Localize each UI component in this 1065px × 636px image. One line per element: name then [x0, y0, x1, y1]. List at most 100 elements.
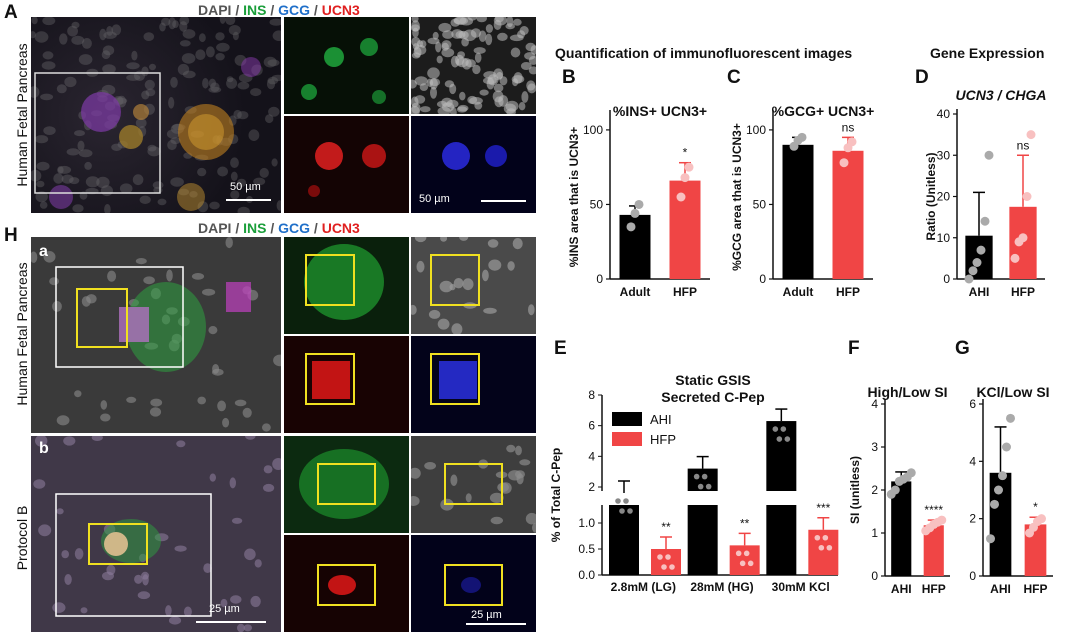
- scale-label-a1: 50 µm: [230, 181, 261, 193]
- x-tick-label: HFP: [922, 582, 946, 596]
- data-point: [797, 132, 807, 142]
- significance-label: ***: [816, 501, 830, 515]
- data-point: [890, 485, 900, 495]
- data-point: [1022, 192, 1032, 201]
- y-tick-label: 10: [937, 231, 951, 245]
- chart-title: UCN3 / CHGA: [955, 87, 1046, 103]
- chart-f: High/Low SI SI (unitless) 0 1 2 3 4 AHI HFP ****: [848, 384, 950, 596]
- micrograph-hb-ucn3: [284, 535, 409, 632]
- y-axis-label: SI (unitless): [848, 456, 862, 524]
- x-tick-label: 2.8mM (LG): [611, 580, 676, 594]
- x-tick-label: AHI: [891, 582, 912, 596]
- stain-header-a: DAPI / INS / GCG / UCN3: [198, 2, 360, 18]
- y-tick-label: 20: [937, 190, 951, 204]
- data-point: [705, 483, 712, 490]
- y-tick-label: 4: [588, 449, 595, 463]
- data-point: [743, 550, 750, 557]
- micrograph-ha-merge: a: [31, 237, 281, 433]
- x-tick-label: 30mM KCl: [772, 580, 830, 594]
- data-point: [772, 426, 779, 432]
- data-point: [630, 208, 640, 218]
- data-point: [839, 158, 849, 168]
- x-tick-label: Adult: [783, 285, 814, 299]
- data-point: [680, 173, 690, 183]
- y-tick-label: 2: [969, 512, 976, 526]
- y-tick-label: 100: [746, 123, 766, 137]
- data-point: [735, 550, 742, 557]
- y-tick-label: 50: [753, 197, 767, 211]
- x-tick-label: AHI: [990, 582, 1011, 596]
- bar-lower: [766, 505, 797, 575]
- x-tick-label: HFP: [673, 285, 697, 299]
- data-point: [665, 554, 671, 560]
- data-point: [972, 258, 982, 267]
- y-tick-label: 1: [871, 526, 878, 540]
- bar-upper: [766, 421, 797, 491]
- chart-subtitle: Secreted C-Pep: [661, 389, 764, 405]
- x-tick-label: HFP: [836, 285, 860, 299]
- data-point: [814, 534, 821, 541]
- chart-title: High/Low SI: [867, 384, 947, 400]
- y-tick-label: 3: [871, 440, 878, 454]
- stain-header-h: DAPI / INS / GCG / UCN3: [198, 220, 360, 236]
- y-tick-label: 0: [969, 569, 976, 583]
- data-point: [826, 544, 833, 551]
- y-tick-label: 0: [871, 569, 878, 583]
- significance-label: *: [1033, 500, 1038, 514]
- data-point: [627, 508, 633, 514]
- chart-title: Static GSIS: [675, 372, 750, 388]
- data-point: [747, 560, 754, 567]
- y-axis-label: %INS area that is UCN3+: [567, 127, 581, 267]
- side-label-hfp-h: Human Fetal Pancreas: [14, 262, 30, 406]
- panel-letter-h: H: [4, 225, 18, 246]
- data-point: [697, 483, 704, 490]
- data-point: [847, 137, 857, 147]
- y-axis-label: %GCG area that is UCN3+: [730, 123, 744, 271]
- data-point: [615, 498, 621, 504]
- scale-label-h1: 25 µm: [209, 603, 240, 615]
- panel-letter-a: A: [4, 2, 18, 23]
- micrograph-ha-ucn3: [284, 336, 409, 433]
- data-point: [701, 473, 708, 480]
- bar: [782, 144, 814, 279]
- data-point: [661, 564, 667, 570]
- y-tick-label: 0.5: [578, 542, 595, 556]
- data-point: [776, 436, 783, 442]
- data-point: [739, 560, 746, 567]
- panel-letter-d: D: [915, 67, 929, 88]
- y-tick-label: 40: [937, 107, 951, 121]
- y-tick-label: 4: [969, 454, 976, 468]
- scale-label-a2: 50 µm: [419, 193, 450, 205]
- chart-title: %INS+ UCN3+: [613, 103, 707, 119]
- bar: [891, 481, 912, 576]
- legend-label: AHI: [650, 412, 672, 427]
- data-point: [676, 192, 686, 202]
- data-point: [984, 150, 994, 160]
- micrograph-a-dapi: [411, 17, 536, 114]
- data-point: [994, 485, 1003, 495]
- data-point: [818, 544, 825, 551]
- panel-letter-f: F: [848, 338, 860, 359]
- bar: [729, 545, 760, 575]
- panel-letter-e: E: [554, 338, 567, 359]
- data-point: [634, 199, 644, 209]
- y-tick-label: 2: [871, 483, 878, 497]
- chart-title: KCl/Low SI: [976, 384, 1049, 400]
- data-point: [976, 245, 986, 255]
- bar: [619, 214, 651, 279]
- y-tick-label: 0: [759, 272, 766, 286]
- chart-b: %INS+ UCN3+ %INS area that is UCN3+ 0 50 100…: [567, 103, 710, 299]
- data-point: [980, 216, 990, 226]
- legend-label: HFP: [650, 432, 676, 447]
- data-point: [1037, 514, 1046, 524]
- micrograph-hb-dapi: [411, 436, 536, 533]
- panel-letter-b: B: [562, 67, 576, 88]
- bar: [923, 525, 944, 576]
- data-point: [1006, 413, 1015, 423]
- data-point: [693, 473, 700, 480]
- bar: [651, 549, 681, 575]
- data-point: [784, 436, 791, 442]
- significance-label: ns: [842, 120, 855, 134]
- micrograph-a-ucn3: [284, 116, 409, 213]
- panel-letter-g: G: [955, 338, 970, 359]
